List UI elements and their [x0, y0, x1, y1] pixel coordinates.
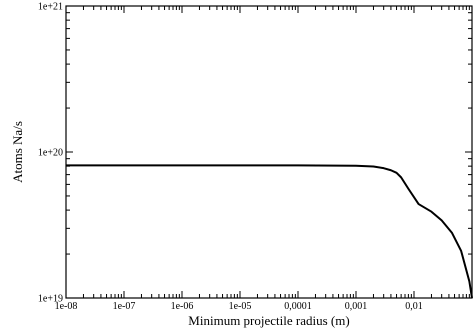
- y-tick-labels: 1e+19 1e+20 1e+21: [38, 2, 63, 305]
- y-tick-label: 1e+21: [38, 2, 63, 13]
- x-tick-label: 1e-06: [171, 301, 194, 312]
- x-tick-label: 1e-07: [113, 301, 136, 312]
- y-tick-label: 1e+20: [38, 148, 63, 159]
- y-tick-label: 1e+19: [38, 294, 63, 305]
- plot-frame: [65, 5, 473, 299]
- series-layer: [66, 164, 473, 299]
- x-tick-label: 1e-05: [229, 301, 252, 312]
- x-axis-title: Minimum projectile radius (m): [188, 313, 349, 328]
- x-tick-label: 1e-08: [55, 301, 78, 312]
- x-tick-labels: 1e-08 1e-07 1e-06 1e-05 0,0001 0,001 0,01: [55, 301, 423, 312]
- x-tick-label: 0,0001: [284, 301, 312, 312]
- series-line: [66, 164, 473, 299]
- y-axis-title: Atoms Na/s: [10, 121, 25, 183]
- x-tick-label: 0,001: [345, 301, 368, 312]
- tick-marks: [65, 5, 473, 299]
- x-tick-label: 0,01: [405, 301, 423, 312]
